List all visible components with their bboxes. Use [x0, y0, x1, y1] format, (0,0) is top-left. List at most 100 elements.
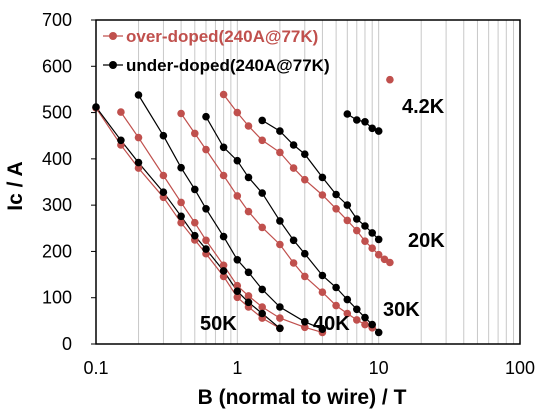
- under-point-40K: [318, 325, 327, 334]
- over-point-30K: [301, 272, 309, 281]
- under-point-30K: [361, 313, 369, 322]
- over-point-30K: [276, 240, 284, 249]
- under-point-40K: [258, 285, 267, 294]
- over-point-20K: [258, 136, 267, 145]
- under-point-20K: [368, 229, 377, 237]
- under-point-30K: [374, 328, 383, 337]
- plot-frame: [95, 19, 521, 345]
- over-point-20K: [361, 237, 369, 245]
- under-point-50K: [258, 309, 267, 318]
- y-tick-label: 100: [42, 288, 72, 308]
- legend-over-label: over-doped(240A@77K): [126, 27, 318, 46]
- over-point-20K: [332, 205, 340, 213]
- annotation-4.2K: 4.2K: [402, 96, 445, 118]
- over-point-30K: [177, 109, 185, 118]
- annotation-30K: 30K: [383, 299, 420, 321]
- under-line-40K: [137, 94, 323, 330]
- y-tick-labels: 0 100 200 300 400 500 600 700: [42, 10, 96, 354]
- over-point-4.2K: [386, 75, 394, 84]
- over-point-40K: [117, 108, 125, 116]
- over-point-30K: [258, 223, 267, 232]
- legend-under-marker: [109, 61, 117, 69]
- over-point-50K: [233, 293, 242, 302]
- x-tick-label: 1: [232, 358, 242, 378]
- over-line-20K: [223, 94, 391, 264]
- under-point-30K: [289, 236, 298, 245]
- over-point-40K: [202, 236, 210, 245]
- y-axis-title: Ic / A: [4, 161, 27, 210]
- under-point-30K: [368, 320, 377, 329]
- y-tick-label: 200: [42, 241, 72, 261]
- annotation-50K: 50K: [200, 313, 237, 335]
- y-tick-label: 600: [42, 56, 72, 76]
- under-point-30K: [244, 173, 253, 182]
- x-tick-labels: 0.1 1 10 100: [83, 358, 535, 378]
- over-point-30K: [332, 301, 340, 310]
- over-point-30K: [361, 320, 369, 329]
- y-tick-label: 400: [42, 149, 72, 169]
- over-point-40K: [177, 198, 185, 207]
- under-point-20K: [343, 201, 352, 209]
- under-point-50K: [276, 324, 284, 333]
- under-point-30K: [202, 112, 210, 121]
- under-point-30K: [343, 295, 352, 304]
- under-point-4.2K: [353, 116, 361, 124]
- under-point-50K: [177, 212, 185, 221]
- over-point-20K: [318, 191, 327, 199]
- under-point-20K: [258, 116, 267, 125]
- over-line-30K: [180, 113, 373, 329]
- under-point-50K: [202, 245, 210, 253]
- under-point-40K: [301, 318, 309, 326]
- under-point-50K: [244, 298, 253, 307]
- y-tick-label: 300: [42, 195, 72, 215]
- under-line-30K: [205, 116, 380, 333]
- over-point-20K: [233, 108, 242, 117]
- under-point-40K: [134, 91, 143, 99]
- over-point-40K: [219, 261, 228, 270]
- under-point-30K: [233, 156, 242, 165]
- under-point-40K: [219, 232, 228, 241]
- under-point-30K: [353, 305, 361, 314]
- under-point-30K: [301, 249, 309, 258]
- under-point-20K: [361, 222, 369, 230]
- under-point-20K: [276, 127, 284, 135]
- over-point-40K: [244, 292, 253, 300]
- over-point-20K: [386, 258, 394, 267]
- under-point-40K: [244, 268, 253, 277]
- under-point-30K: [318, 271, 327, 280]
- over-point-50K: [177, 218, 185, 227]
- y-tick-label: 500: [42, 103, 72, 123]
- over-point-20K: [353, 226, 361, 235]
- annotation-20K: 20K: [408, 230, 445, 252]
- x-axis-title: B (normal to wire) / T: [198, 386, 407, 409]
- under-point-20K: [353, 215, 361, 223]
- under-point-20K: [301, 150, 309, 158]
- under-point-40K: [276, 303, 284, 311]
- over-point-20K: [301, 175, 309, 184]
- x-tick-label: 10: [369, 358, 389, 378]
- over-point-40K: [258, 303, 267, 311]
- under-point-30K: [332, 283, 340, 292]
- under-point-20K: [332, 190, 340, 199]
- over-point-30K: [191, 129, 199, 138]
- over-point-40K: [134, 133, 143, 142]
- under-point-50K: [159, 188, 168, 196]
- under-point-40K: [202, 205, 210, 213]
- under-point-20K: [318, 173, 327, 182]
- under-point-20K: [374, 235, 383, 244]
- legend-over-marker: [109, 32, 117, 40]
- over-point-30K: [353, 316, 361, 324]
- under-point-4.2K: [361, 118, 369, 126]
- over-point-40K: [233, 281, 242, 290]
- over-point-50K: [219, 272, 228, 281]
- over-point-40K: [301, 323, 309, 332]
- under-point-30K: [276, 217, 284, 225]
- over-point-20K: [368, 244, 377, 252]
- over-point-30K: [343, 309, 352, 318]
- over-point-30K: [233, 192, 242, 200]
- under-point-50K: [233, 287, 242, 296]
- over-point-20K: [219, 90, 228, 99]
- under-point-4.2K: [343, 110, 352, 118]
- under-point-40K: [233, 255, 242, 264]
